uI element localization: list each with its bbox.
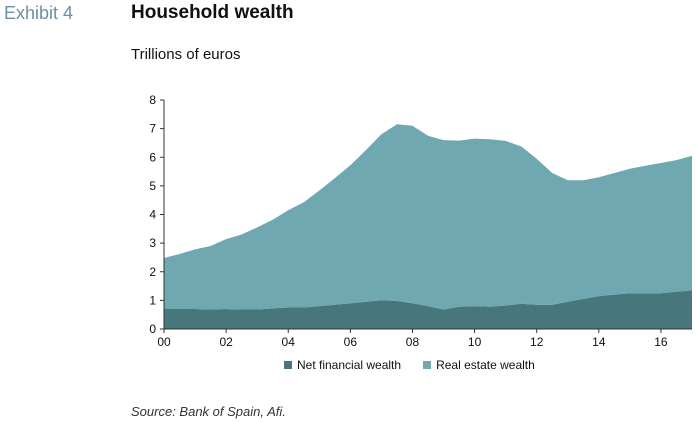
y-tick-label: 8	[149, 93, 156, 107]
chart-legend: Net financial wealth Real estate wealth	[284, 358, 557, 372]
y-tick-label: 2	[149, 265, 156, 279]
legend-label-net-financial: Net financial wealth	[297, 358, 402, 372]
y-tick-label: 7	[149, 122, 156, 136]
x-tick-label: 04	[282, 335, 296, 349]
area-layer	[164, 124, 692, 329]
x-tick-label: 08	[406, 335, 420, 349]
area-net-financial-wealth	[164, 290, 692, 329]
y-tick-label: 1	[149, 293, 156, 307]
x-tick-label: 12	[530, 335, 544, 349]
x-tick-label: 14	[592, 335, 606, 349]
x-tick-label: 16	[654, 335, 668, 349]
chart-title: Household wealth	[131, 2, 294, 23]
x-tick-label: 00	[157, 335, 171, 349]
legend-swatch-real-estate	[423, 361, 432, 369]
y-tick-label: 0	[149, 322, 156, 336]
chart-subtitle: Trillions of euros	[131, 46, 241, 63]
legend-item-net-financial: Net financial wealth	[284, 358, 401, 372]
y-tick-label: 4	[149, 208, 156, 222]
x-tick-label: 02	[219, 335, 233, 349]
y-tick-label: 3	[149, 236, 156, 250]
x-tick-label: 06	[344, 335, 358, 349]
y-tick-label: 6	[149, 150, 156, 164]
exhibit-label: Exhibit 4	[4, 3, 74, 23]
source-note: Source: Bank of Spain, Afi.	[131, 404, 286, 419]
legend-item-real-estate: Real estate wealth	[423, 358, 535, 372]
legend-label-real-estate: Real estate wealth	[436, 358, 535, 372]
x-tick-label: 10	[468, 335, 482, 349]
legend-swatch-net-financial	[284, 361, 292, 369]
area-real-estate-wealth	[164, 124, 692, 310]
y-tick-label: 5	[149, 179, 156, 193]
